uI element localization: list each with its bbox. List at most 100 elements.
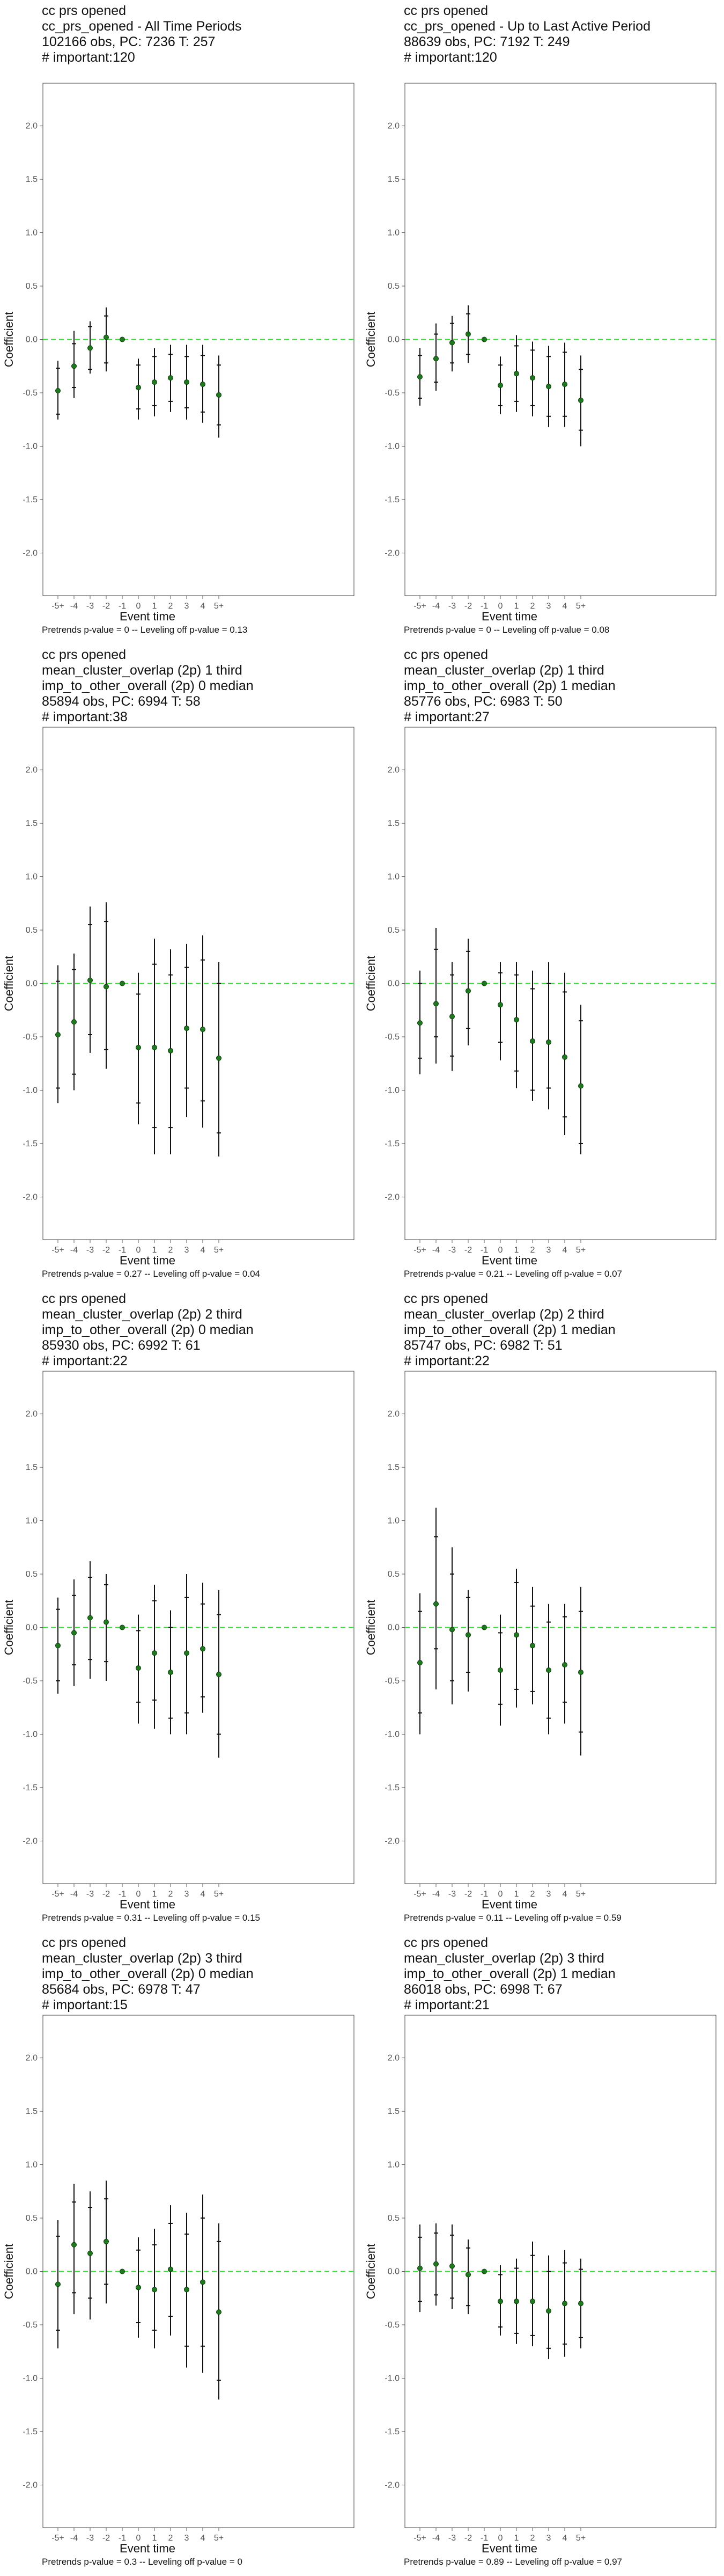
x-tick-label: 1 xyxy=(514,602,519,611)
x-tick-label: 4 xyxy=(201,2534,205,2543)
chart-title-line: 85747 obs, PC: 6982 T: 51 xyxy=(404,1338,563,1353)
coefficient-point xyxy=(55,388,61,393)
x-tick-label: 4 xyxy=(201,1246,205,1255)
x-tick-label: 5+ xyxy=(214,2534,224,2543)
y-tick-label: 1.5 xyxy=(388,175,400,184)
chart-title-line: imp_to_other_overall (2p) 1 median xyxy=(404,1322,616,1337)
coefficient-point xyxy=(184,1650,189,1656)
chart-panel: cc prs opened mean_cluster_overlap (2p) 2… xyxy=(0,1288,362,1932)
coefficient-point xyxy=(168,2266,173,2272)
x-tick-label: 1 xyxy=(152,1246,157,1255)
x-tick-label: -2 xyxy=(102,1246,110,1255)
coefficient-point xyxy=(578,1083,583,1089)
chart-svg: -2.0 -1.5 -1.0 -0.5 0.0 0.5 1.0 1.5 2.0 -5+ -4 -3 -2… xyxy=(364,2015,716,2555)
coefficient-point xyxy=(71,2242,77,2248)
coefficient-point xyxy=(184,1026,189,1031)
coefficient-point xyxy=(417,1020,423,1026)
y-tick-label: -1.5 xyxy=(385,2427,400,2436)
x-tick-label: -5+ xyxy=(51,2534,64,2543)
y-tick-label: -0.5 xyxy=(23,2321,38,2330)
coefficient-point xyxy=(216,2309,221,2315)
y-tick-label: -1.0 xyxy=(385,2374,400,2383)
x-tick-label: 5+ xyxy=(576,602,586,611)
y-tick-label: 0.0 xyxy=(26,979,38,989)
y-tick-label: 1.5 xyxy=(26,2107,38,2116)
coefficient-point xyxy=(152,1650,157,1656)
x-tick-label: 2 xyxy=(168,1246,173,1255)
coefficient-point xyxy=(216,392,221,398)
x-tick-label: -3 xyxy=(448,2534,456,2543)
y-tick-label: -1.5 xyxy=(23,495,38,504)
coefficient-point xyxy=(87,2250,93,2256)
y-tick-label: 2.0 xyxy=(26,1410,38,1419)
y-tick-label: 0.5 xyxy=(26,926,38,935)
chart-title-line: cc prs opened xyxy=(404,647,489,662)
chart-title: cc prs opened mean_cluster_overlap (2p) 1… xyxy=(404,647,616,725)
pvalue-footer: Pretrends p-value = 0.31 -- Leveling off… xyxy=(42,1913,260,1923)
coefficient-point xyxy=(168,1048,173,1053)
x-axis-label: Event time xyxy=(482,1254,537,1267)
coefficient-point xyxy=(136,1665,141,1671)
x-axis-label: Event time xyxy=(120,2542,175,2555)
x-tick-label: 3 xyxy=(184,2534,189,2543)
y-tick-label: 1.5 xyxy=(388,2107,400,2116)
chart-title-line: mean_cluster_overlap (2p) 2 third xyxy=(42,1307,242,1322)
y-tick-label: -1.0 xyxy=(23,2374,38,2383)
coefficient-point xyxy=(216,1672,221,1678)
chart-title-line: cc prs opened xyxy=(42,647,127,662)
coefficient-point xyxy=(433,1001,439,1007)
x-tick-label: -1 xyxy=(481,1890,488,1899)
y-tick-label: 0.5 xyxy=(388,282,400,291)
chart-title-line: 85894 obs, PC: 6994 T: 58 xyxy=(42,694,201,709)
chart-panel: cc prs opened mean_cluster_overlap (2p) 1… xyxy=(362,644,724,1288)
y-axis-label: Coefficient xyxy=(2,1600,16,1656)
coefficient-point xyxy=(184,2287,189,2293)
x-tick-label: 5+ xyxy=(576,1890,586,1899)
coefficient-point xyxy=(449,1014,455,1020)
coefficient-point xyxy=(200,1027,205,1033)
x-tick-label: 5+ xyxy=(214,1890,224,1899)
x-tick-label: 2 xyxy=(530,1890,535,1899)
y-axis-label: Coefficient xyxy=(364,1600,378,1656)
coefficient-point xyxy=(120,2268,125,2274)
x-tick-label: -4 xyxy=(432,1890,440,1899)
y-tick-label: 1.0 xyxy=(26,873,38,882)
coefficient-point xyxy=(55,1032,61,1037)
coefficient-point xyxy=(71,1630,77,1636)
coefficient-point xyxy=(514,1632,519,1638)
x-axis-label: Event time xyxy=(120,1898,175,1911)
x-tick-label: 2 xyxy=(168,1890,173,1899)
x-tick-label: 0 xyxy=(136,1890,141,1899)
coefficient-point xyxy=(55,2281,61,2287)
chart-title-line: mean_cluster_overlap (2p) 1 third xyxy=(404,663,604,678)
x-tick-label: -4 xyxy=(432,1246,440,1255)
y-axis-label: Coefficient xyxy=(364,956,378,1012)
x-tick-label: -4 xyxy=(70,1246,78,1255)
x-tick-label: 3 xyxy=(184,1890,189,1899)
chart-title-line: mean_cluster_overlap (2p) 3 third xyxy=(42,1951,242,1966)
x-tick-label: 3 xyxy=(546,2534,551,2543)
chart-title-line: # important:22 xyxy=(42,1353,128,1368)
x-tick-label: 3 xyxy=(184,602,189,611)
coefficient-point xyxy=(546,1667,551,1673)
coefficient-point xyxy=(55,1643,61,1649)
y-tick-label: -2.0 xyxy=(23,548,38,558)
chart-title-line: cc prs opened xyxy=(404,1935,489,1950)
y-tick-label: -0.5 xyxy=(385,1033,400,1042)
y-tick-label: 2.0 xyxy=(26,766,38,775)
x-tick-label: 0 xyxy=(498,2534,503,2543)
pvalue-footer: Pretrends p-value = 0.27 -- Leveling off… xyxy=(42,1269,260,1279)
x-tick-label: -1 xyxy=(119,1246,126,1255)
x-tick-label: 4 xyxy=(201,1890,205,1899)
x-tick-label: 0 xyxy=(136,1246,141,1255)
x-tick-label: -2 xyxy=(464,602,472,611)
x-tick-label: -2 xyxy=(464,1246,472,1255)
coefficient-point xyxy=(200,1646,205,1652)
coefficient-point xyxy=(514,1017,519,1023)
pvalue-footer: Pretrends p-value = 0 -- Leveling off p-… xyxy=(404,625,610,635)
y-tick-label: 2.0 xyxy=(26,2054,38,2063)
coefficient-point xyxy=(562,2301,567,2307)
coefficient-point xyxy=(498,2299,503,2304)
y-tick-label: -0.5 xyxy=(385,1677,400,1686)
coefficient-point xyxy=(184,379,189,385)
